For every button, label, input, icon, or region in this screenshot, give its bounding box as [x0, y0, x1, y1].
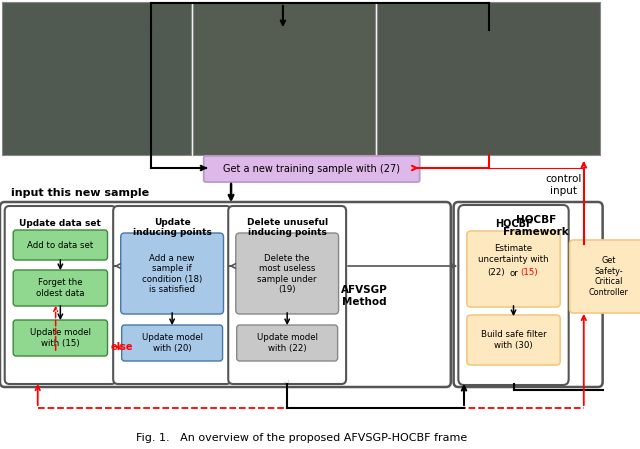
- FancyBboxPatch shape: [236, 233, 339, 314]
- FancyBboxPatch shape: [13, 230, 108, 260]
- Text: Fig. 1.   An overview of the proposed AFVSGP-HOCBF frame: Fig. 1. An overview of the proposed AFVS…: [136, 433, 467, 443]
- FancyBboxPatch shape: [237, 325, 338, 361]
- Text: else: else: [111, 342, 133, 352]
- Text: AFVSGP
Method: AFVSGP Method: [340, 285, 387, 307]
- Text: (15): (15): [520, 269, 538, 277]
- Text: Estimate
uncertainty with: Estimate uncertainty with: [478, 244, 549, 264]
- Text: control
input: control input: [546, 174, 582, 196]
- FancyBboxPatch shape: [458, 205, 569, 385]
- Text: Update model
with (22): Update model with (22): [257, 333, 317, 353]
- FancyBboxPatch shape: [113, 206, 231, 384]
- Text: Delete unuseful
inducing points: Delete unuseful inducing points: [246, 218, 328, 238]
- FancyBboxPatch shape: [121, 233, 223, 314]
- Text: Add to data set: Add to data set: [28, 241, 93, 250]
- Text: Build safe filter
with (30): Build safe filter with (30): [481, 330, 547, 350]
- FancyBboxPatch shape: [0, 202, 451, 387]
- Text: Add a new
sample if
condition (18)
is satisfied: Add a new sample if condition (18) is sa…: [142, 254, 202, 294]
- Text: HOCBF: HOCBF: [495, 219, 532, 229]
- Text: HOCBF
Framework: HOCBF Framework: [503, 215, 568, 237]
- Text: or: or: [509, 269, 518, 277]
- Text: (22): (22): [488, 269, 506, 277]
- FancyBboxPatch shape: [13, 320, 108, 356]
- Text: input this new sample: input this new sample: [12, 188, 150, 198]
- FancyBboxPatch shape: [228, 206, 346, 384]
- FancyBboxPatch shape: [570, 240, 640, 313]
- Text: Get
Safety-
Critical
Controller: Get Safety- Critical Controller: [589, 256, 628, 297]
- Text: Update model
with (20): Update model with (20): [141, 333, 203, 353]
- FancyBboxPatch shape: [4, 206, 116, 384]
- FancyBboxPatch shape: [13, 270, 108, 306]
- Text: Update
inducing points: Update inducing points: [132, 218, 212, 238]
- FancyBboxPatch shape: [467, 231, 560, 307]
- FancyBboxPatch shape: [454, 202, 603, 387]
- Text: Delete the
most useless
sample under
(19): Delete the most useless sample under (19…: [257, 254, 317, 294]
- Text: Get a new training sample with (27): Get a new training sample with (27): [223, 164, 400, 174]
- FancyBboxPatch shape: [467, 315, 560, 365]
- Text: Forget the
oldest data: Forget the oldest data: [36, 278, 84, 298]
- Text: Update model
with (15): Update model with (15): [30, 328, 91, 348]
- Text: Update data set: Update data set: [19, 219, 101, 228]
- FancyBboxPatch shape: [204, 156, 420, 182]
- FancyBboxPatch shape: [122, 325, 223, 361]
